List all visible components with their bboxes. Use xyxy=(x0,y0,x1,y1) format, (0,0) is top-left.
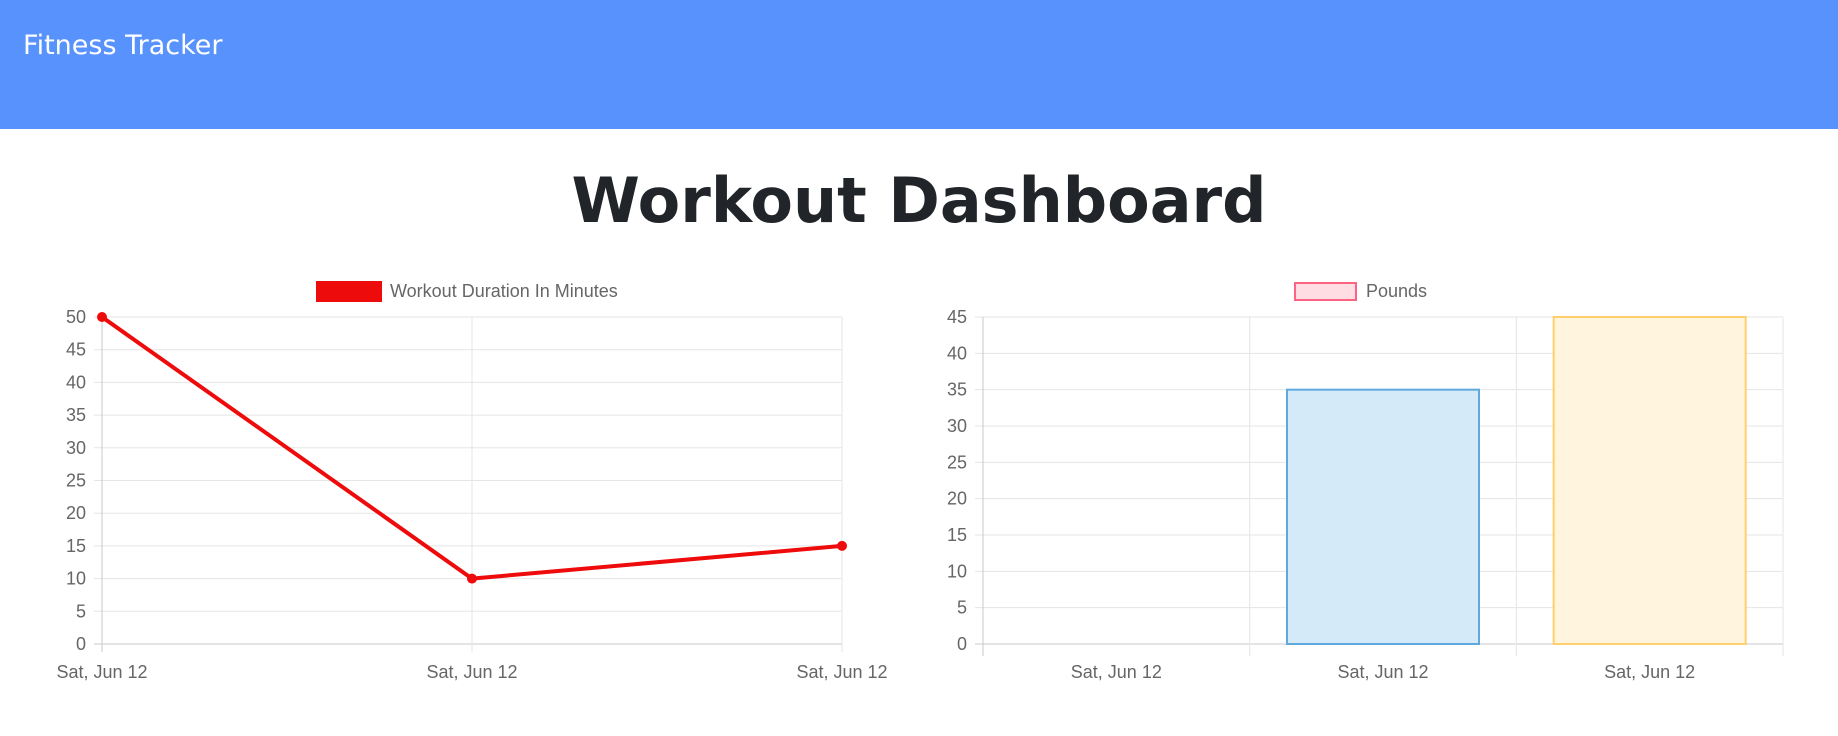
navbar-brand[interactable]: Fitness Tracker xyxy=(23,30,223,61)
y-tick-label: 10 xyxy=(66,569,86,589)
x-tick-label: Sat, Jun 12 xyxy=(796,662,887,682)
x-tick-label: Sat, Jun 12 xyxy=(1337,662,1428,682)
y-tick-label: 30 xyxy=(66,438,86,458)
y-tick-label: 50 xyxy=(66,307,86,327)
y-tick-label: 10 xyxy=(947,561,967,581)
y-tick-label: 35 xyxy=(66,405,86,425)
legend-swatch xyxy=(316,281,382,302)
y-tick-label: 40 xyxy=(947,343,967,363)
x-tick-label: Sat, Jun 12 xyxy=(426,662,517,682)
y-tick-label: 20 xyxy=(66,503,86,523)
data-point xyxy=(837,540,847,551)
legend-swatch xyxy=(1294,282,1357,301)
data-point xyxy=(97,312,107,322)
y-tick-label: 25 xyxy=(66,471,86,491)
y-tick-label: 0 xyxy=(76,634,86,654)
y-tick-label: 15 xyxy=(66,536,86,556)
y-tick-label: 35 xyxy=(947,380,967,400)
y-tick-label: 45 xyxy=(66,340,86,360)
legend-label: Workout Duration In Minutes xyxy=(390,281,618,301)
x-tick-label: Sat, Jun 12 xyxy=(1071,662,1162,682)
navbar: Fitness Tracker xyxy=(0,0,1838,129)
data-point xyxy=(467,573,477,584)
y-tick-label: 5 xyxy=(76,601,86,621)
y-tick-label: 40 xyxy=(66,372,86,392)
bar xyxy=(1552,316,1747,645)
y-tick-label: 5 xyxy=(957,598,967,618)
x-tick-label: Sat, Jun 12 xyxy=(1604,662,1695,682)
y-tick-label: 15 xyxy=(947,525,967,545)
legend-label: Pounds xyxy=(1366,281,1427,301)
y-tick-label: 0 xyxy=(957,634,967,654)
y-tick-label: 30 xyxy=(947,416,967,436)
y-tick-label: 20 xyxy=(947,489,967,509)
y-tick-label: 25 xyxy=(947,452,967,472)
bar xyxy=(1286,388,1480,645)
page-title: Workout Dashboard xyxy=(571,164,1267,237)
x-tick-label: Sat, Jun 12 xyxy=(56,662,147,682)
y-tick-label: 45 xyxy=(947,307,967,327)
